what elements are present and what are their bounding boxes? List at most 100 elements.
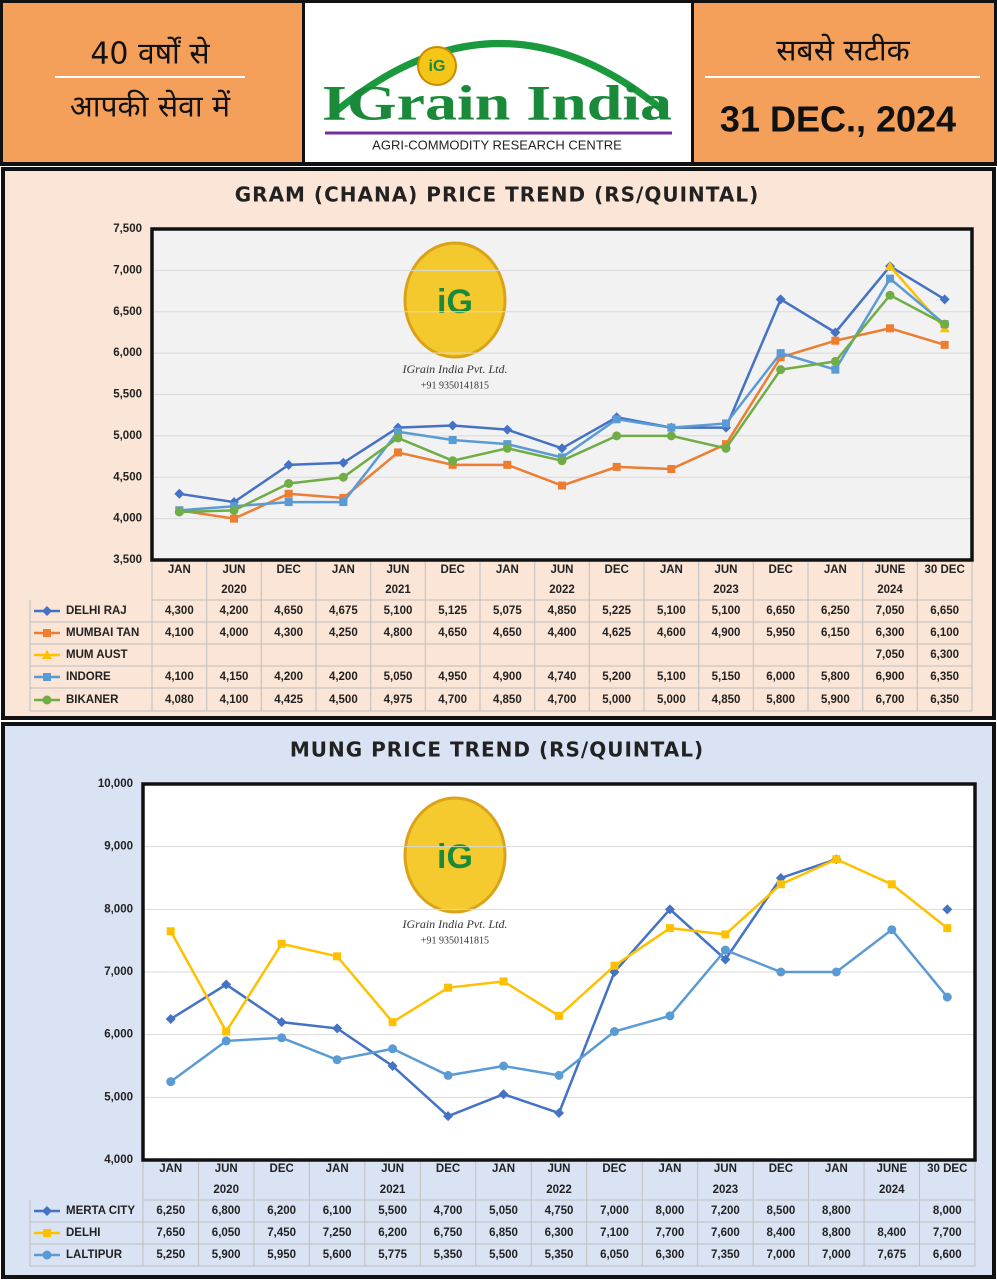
marker: [503, 460, 512, 469]
marker: [165, 1014, 176, 1024]
table-value: 8,500: [766, 1205, 795, 1217]
x-tick-label: JUN: [381, 1163, 404, 1175]
x-tick-label: DEC: [769, 1163, 793, 1175]
table-value: 4,200: [220, 605, 249, 617]
table-value: 4,900: [493, 671, 522, 683]
marker: [666, 431, 676, 441]
header-right-line1: सबसे सटीक: [776, 34, 910, 69]
table-value: 5,800: [821, 671, 850, 683]
watermark-logo-text: iG: [437, 283, 473, 321]
marker: [502, 443, 512, 453]
table-value: 5,350: [434, 1249, 463, 1261]
table-value: 4,600: [657, 627, 686, 639]
marker: [776, 349, 785, 358]
marker: [722, 419, 730, 428]
marker: [776, 880, 785, 889]
table-value: 6,900: [876, 671, 905, 683]
x-tick-label: JAN: [658, 1163, 681, 1175]
table-value: 4,850: [548, 605, 577, 617]
logo-text: iG: [429, 58, 446, 75]
legend-marker: [43, 673, 51, 681]
year-label: 2022: [546, 1184, 572, 1196]
table-value: 7,350: [711, 1249, 740, 1261]
x-tick-label: DEC: [769, 564, 793, 576]
y-tick-label: 4,000: [104, 1154, 133, 1166]
table-value: 4,400: [548, 627, 577, 639]
plot-frame: [150, 227, 974, 562]
table-value: 6,200: [267, 1205, 296, 1217]
table-value: 5,150: [712, 671, 741, 683]
table-value: 4,650: [493, 627, 522, 639]
table-value: 5,900: [821, 694, 850, 706]
marker: [284, 498, 293, 507]
marker: [443, 1111, 454, 1122]
x-tick-label: JAN: [326, 1163, 349, 1175]
legend-marker: [42, 606, 52, 616]
legend-label: INDORE: [66, 671, 111, 683]
table-value: 5,225: [602, 605, 631, 617]
tagline: AGRI-COMMODITY RESEARCH CENTRE: [372, 137, 622, 152]
legend-label: LALTIPUR: [66, 1249, 123, 1261]
year-label: 2020: [213, 1184, 239, 1196]
y-tick-label: 7,000: [113, 264, 142, 276]
marker: [339, 498, 348, 507]
marker: [942, 992, 952, 1002]
marker: [664, 904, 675, 915]
marker: [388, 1018, 397, 1027]
marker: [339, 493, 348, 502]
marker: [230, 514, 238, 523]
marker: [499, 977, 508, 986]
table-value: 4,750: [545, 1205, 574, 1217]
marker: [940, 319, 950, 329]
table-value: 8,400: [877, 1227, 906, 1239]
table-value: 7,200: [711, 1205, 740, 1217]
table-value: 7,650: [156, 1227, 185, 1239]
marker: [721, 930, 730, 939]
legend-marker: [42, 1250, 52, 1260]
marker: [276, 1017, 287, 1028]
table-value: 8,000: [933, 1205, 962, 1217]
x-tick-label: DEC: [602, 1163, 626, 1175]
chart-title: GRAM (CHANA) PRICE TREND (RS/QUINTAL): [235, 183, 759, 207]
table-value: 4,200: [329, 671, 358, 683]
table-value: 4,425: [274, 694, 303, 706]
watermark-phone: +91 9350141815: [421, 935, 489, 946]
watermark-logo-text: iG: [437, 838, 473, 876]
x-tick-label: JAN: [496, 564, 519, 576]
marker: [721, 443, 731, 453]
watermark-company: IGrain India Pvt. Ltd.: [402, 362, 508, 376]
year-label: 2023: [713, 1184, 739, 1196]
table-value: 5,100: [384, 605, 413, 617]
table-value: 6,300: [876, 627, 905, 639]
table-value: 6,800: [212, 1205, 241, 1217]
marker: [229, 505, 239, 515]
y-tick-label: 5,000: [113, 430, 142, 442]
marker: [447, 420, 458, 431]
brand: IGrain India: [322, 74, 672, 130]
table-value: 6,600: [933, 1249, 962, 1261]
table-value: 5,800: [766, 694, 795, 706]
marker: [333, 952, 342, 961]
table-value: 5,500: [489, 1249, 518, 1261]
x-tick-label: JAN: [824, 564, 847, 576]
table-value: 5,000: [657, 694, 686, 706]
legend-label: DELHI: [66, 1227, 101, 1239]
table-value: 4,850: [493, 694, 522, 706]
marker: [557, 443, 567, 454]
table-value: 4,800: [384, 627, 413, 639]
y-tick-label: 6,000: [113, 347, 142, 359]
table-value: 6,150: [821, 627, 850, 639]
marker: [499, 1061, 509, 1071]
x-tick-label: JUN: [222, 564, 245, 576]
year-label: 2022: [549, 584, 575, 596]
y-tick-label: 6,500: [113, 306, 142, 318]
legend-label: DELHI RAJ: [66, 605, 127, 617]
watermark-company: IGrain India Pvt. Ltd.: [402, 917, 508, 931]
marker: [394, 427, 402, 436]
table-value: 7,000: [766, 1249, 795, 1261]
table-value: 6,300: [656, 1249, 685, 1261]
marker: [667, 464, 676, 473]
marker: [558, 481, 566, 490]
marker: [776, 353, 785, 362]
